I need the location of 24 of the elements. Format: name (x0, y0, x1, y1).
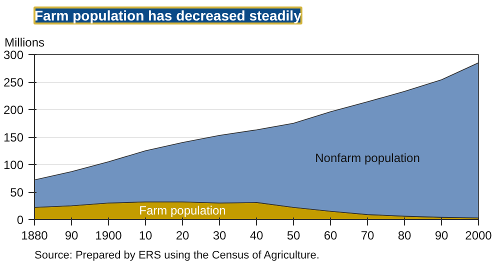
x-tick-label: 30 (212, 228, 226, 242)
x-tick-label: 40 (250, 228, 264, 242)
series-label: Nonfarm population (315, 151, 420, 166)
source-note: Source: Prepared by ERS using the Census of Agriculture. (34, 250, 320, 262)
x-tick-label: 70 (360, 228, 374, 242)
x-tick-label: 50 (286, 228, 300, 242)
x-tick-label: 1880 (21, 228, 48, 242)
x-tick-label: 80 (398, 228, 412, 242)
series-label: Farm population (139, 204, 226, 218)
x-tick-label: 20 (176, 228, 190, 242)
x-tick-label: 90 (64, 228, 78, 242)
x-tick-label: 10 (138, 228, 152, 242)
y-tick-label: 300 (3, 48, 24, 62)
y-tick-label: 250 (3, 76, 24, 90)
y-tick-label: 200 (3, 103, 24, 117)
y-tick-label: 0 (16, 213, 24, 227)
x-tick-label: 90 (434, 228, 448, 242)
y-axis-title: Millions (4, 36, 45, 50)
y-tick-label: 150 (3, 130, 24, 144)
y-tick-label: 100 (3, 158, 24, 172)
x-tick-label: 1900 (95, 228, 122, 242)
x-tick-label: 2000 (465, 228, 492, 242)
x-tick-label: 60 (324, 228, 338, 242)
y-tick-label: 50 (10, 186, 24, 200)
